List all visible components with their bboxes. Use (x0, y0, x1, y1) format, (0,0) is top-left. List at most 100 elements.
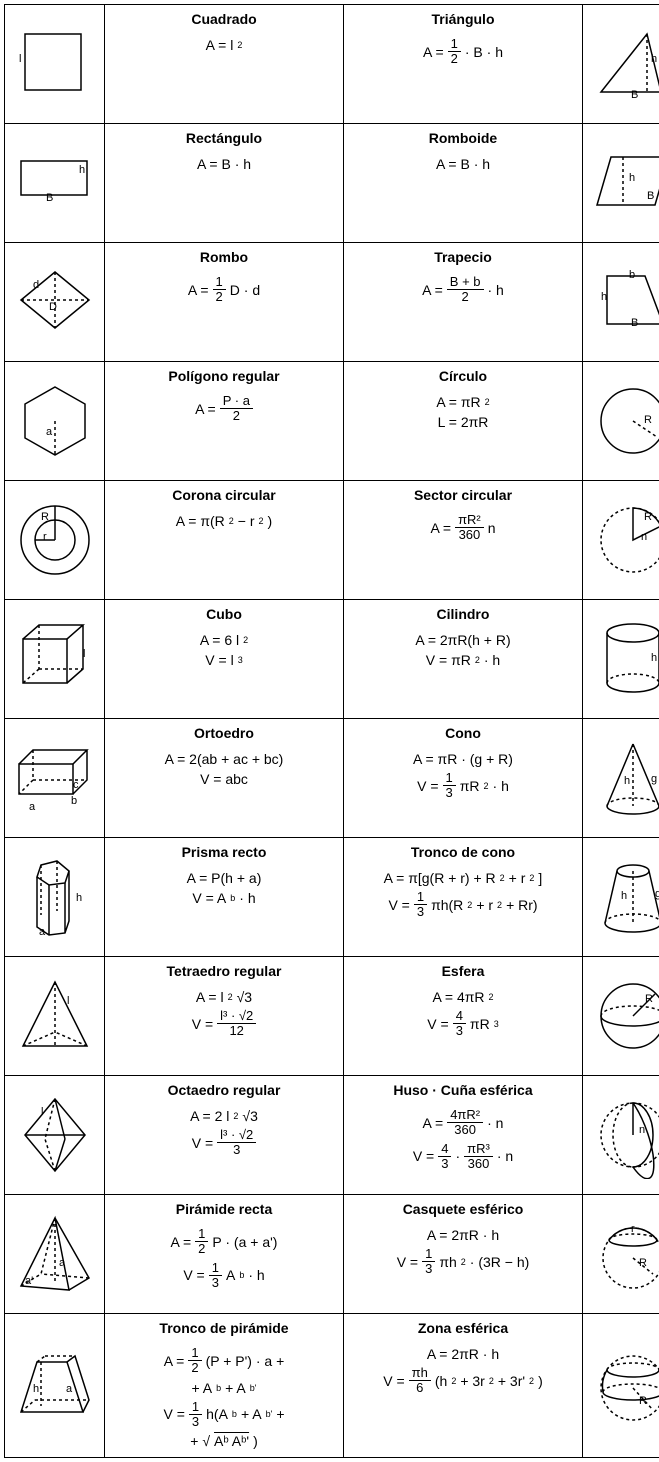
shape-title: Tronco de pirámide (109, 1320, 339, 1336)
shape-title: Corona circular (109, 487, 339, 503)
equation: V = πR2 · h (348, 652, 578, 668)
svg-text:R: R (41, 511, 49, 523)
formula-cell: CírculoA = πR2L = 2πR (344, 362, 583, 481)
svg-text:h: h (624, 775, 630, 787)
shape-title: Casquete esférico (348, 1201, 578, 1217)
formula-cell: Zona esféricaA = 2πR · hV = πh6 (h2 + 3r… (344, 1314, 583, 1458)
shape-title: Cubo (109, 606, 339, 622)
shape-title: Ortoedro (109, 725, 339, 741)
equation: A = l2 (109, 37, 339, 53)
diagram-left: a (5, 362, 105, 481)
equation: V = 43 πR3 (348, 1009, 578, 1039)
shape-title: Pirámide recta (109, 1201, 339, 1217)
diagram-right: Rn (583, 481, 659, 600)
equation: V = abc (109, 771, 339, 787)
diagram-left: a a' (5, 1195, 105, 1314)
equation: A = 2πR · h (348, 1346, 578, 1362)
equation: V = πh6 (h2 + 3r2 + 3r'2) (348, 1366, 578, 1396)
svg-text:h: h (79, 164, 85, 176)
svg-text:l: l (19, 53, 21, 65)
diagram-right: hB (583, 5, 659, 124)
svg-text:a: a (46, 426, 53, 438)
equation: A = B · h (109, 156, 339, 172)
formula-row: haTronco de pirámide A = 12 (P + P') · a … (5, 1314, 659, 1458)
equation: A = 12 P · (a + a') (109, 1227, 339, 1257)
formula-cell: CilindroA = 2πR(h + R)V = πR2 · h (344, 600, 583, 719)
equation: A = πR²360 n (348, 513, 578, 543)
diagram-right: n (583, 1076, 659, 1195)
formula-row: lOctaedro regularA = 2 l2√3V = l³ · √23H… (5, 1076, 659, 1195)
shape-title: Cilindro (348, 606, 578, 622)
equation: V = 13 πR2 · h (348, 771, 578, 801)
svg-text:a: a (39, 926, 46, 938)
svg-text:h: h (629, 172, 635, 184)
formula-cell: Pirámide recta A = 12 P · (a + a') V = 13 … (105, 1195, 344, 1314)
diagram-left: hB (5, 124, 105, 243)
svg-text:a: a (59, 1257, 66, 1269)
svg-text:B: B (631, 317, 638, 329)
equation: A = 4πR²360 · n (348, 1108, 578, 1138)
svg-text:a: a (29, 801, 36, 813)
shape-title: Triángulo (348, 11, 578, 27)
formula-cell: EsferaA = 4πR2V = 43 πR3 (344, 957, 583, 1076)
equation: V = Ab · h (109, 890, 339, 906)
svg-text:b: b (629, 269, 635, 281)
formula-table: l Cuadrado A = l2 TriánguloA = 12 · B · h h… (4, 4, 659, 1458)
formula-cell: Cono A = πR · (g + R) V = 13 πR2 · h (344, 719, 583, 838)
equation: + Ab + Ab' (109, 1380, 339, 1396)
diagram-right: R (583, 1314, 659, 1458)
equation: A = 12 (P + P') · a + (109, 1346, 339, 1376)
equation: V = l³ · √212 (109, 1009, 339, 1039)
equation: V = 13 πh2 · (3R − h) (348, 1247, 578, 1277)
svg-text:l: l (41, 1106, 43, 1118)
shape-title: Círculo (348, 368, 578, 384)
formula-cell: Huso · Cuña esféricaA = 4πR²360 · nV = 4… (344, 1076, 583, 1195)
shape-title: Rectángulo (109, 130, 339, 146)
svg-text:R: R (639, 1395, 647, 1407)
formula-row: lTetraedro regularA = l2√3V = l³ · √212E… (5, 957, 659, 1076)
shape-title: Esfera (348, 963, 578, 979)
equation: A = 12 D · d (109, 275, 339, 305)
svg-text:h: h (33, 1383, 39, 1395)
formula-row: a Polígono regularA = P · a2CírculoA = πR… (5, 362, 659, 481)
formula-cell: Rombo A = 12 D · d (105, 243, 344, 362)
shape-title: Cuadrado (109, 11, 339, 27)
svg-text:B: B (647, 190, 654, 202)
diagram-left: cba (5, 719, 105, 838)
diagram-right: hB (583, 124, 659, 243)
shape-title: Rombo (109, 249, 339, 265)
equation: A = P · a2 (109, 394, 339, 424)
svg-text:a': a' (25, 1275, 33, 1287)
svg-text:c: c (73, 779, 79, 791)
equation: A = π(R2 − r2) (109, 513, 339, 529)
diagram-left: l (5, 1076, 105, 1195)
svg-text:n: n (639, 1124, 645, 1136)
formula-row: cbaOrtoedroA = 2(ab + ac + bc)V = abcCon… (5, 719, 659, 838)
diagram-left: ha (5, 838, 105, 957)
equation: A = 2πR · h (348, 1227, 578, 1243)
equation: V = l3 (109, 652, 339, 668)
svg-text:R: R (645, 993, 653, 1005)
equation: A = P(h + a) (109, 870, 339, 886)
shape-title: Cono (348, 725, 578, 741)
svg-text:g: g (655, 888, 659, 900)
equation: V = 13 Ab · h (109, 1261, 339, 1291)
diagram-left: ha (5, 1314, 105, 1458)
shape-title: Prisma recto (109, 844, 339, 860)
diagram-left: dD (5, 243, 105, 362)
formula-cell: Rectángulo A = B · h (105, 124, 344, 243)
equation: V = l³ · √23 (109, 1128, 339, 1158)
shape-title: Sector circular (348, 487, 578, 503)
formula-cell: Polígono regularA = P · a2 (105, 362, 344, 481)
svg-text:h: h (651, 652, 657, 664)
formula-cell: TriánguloA = 12 · B · h (344, 5, 583, 124)
formula-cell: OrtoedroA = 2(ab + ac + bc)V = abc (105, 719, 344, 838)
equation: A = πR · (g + R) (348, 751, 578, 767)
shape-title: Tetraedro regular (109, 963, 339, 979)
equation: V = 43 · πR³360 · n (348, 1142, 578, 1172)
svg-text:r: r (631, 1223, 635, 1235)
formula-row: haPrisma rectoA = P(h + a)V = Ab · hTron… (5, 838, 659, 957)
formula-row: l Cuadrado A = l2 TriánguloA = 12 · B · h h… (5, 5, 659, 124)
formula-cell: TrapecioA = B + b2 · h (344, 243, 583, 362)
diagram-right: bhB (583, 243, 659, 362)
